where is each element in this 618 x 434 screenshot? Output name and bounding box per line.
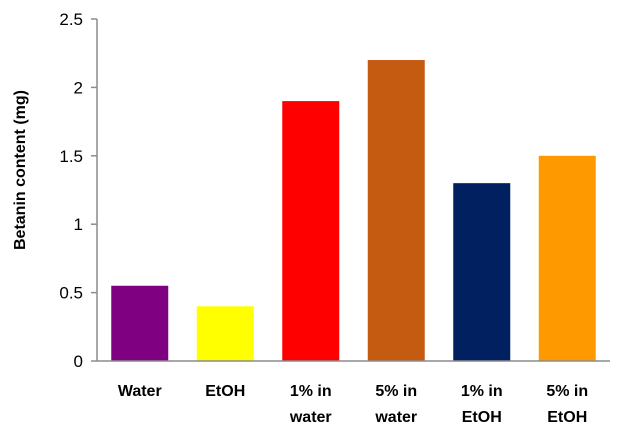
x-tick-label: 5% in <box>546 383 588 400</box>
x-tick-label: EtOH <box>205 383 245 400</box>
bar <box>453 183 511 361</box>
bar <box>367 60 425 361</box>
x-tick-label: 5% in <box>375 383 417 400</box>
bar <box>282 101 340 361</box>
bar <box>196 306 254 361</box>
y-axis-ticks: 0 0.5 1 1.5 2 2.5 <box>59 10 97 371</box>
x-tick-label: 1% in <box>461 383 503 400</box>
bars <box>111 60 596 361</box>
x-tick-label: 1% in <box>290 383 332 400</box>
y-axis-title: Betanin content (mg) <box>12 90 29 250</box>
x-tick-label: water <box>289 409 332 426</box>
bar <box>111 285 169 361</box>
y-tick-label: 1.5 <box>59 147 83 166</box>
y-tick-label: 0 <box>74 352 83 371</box>
y-tick-label: 1 <box>74 215 83 234</box>
y-tick-label: 2 <box>74 78 83 97</box>
x-axis-labels: Water EtOH 1% in water 5% in water 1% in EtOH 5%… <box>118 383 588 426</box>
y-tick-label: 0.5 <box>59 284 83 303</box>
bar <box>538 155 596 361</box>
y-tick-label: 2.5 <box>59 10 83 29</box>
x-tick-label: EtOH <box>462 409 502 426</box>
x-tick-label: water <box>374 409 417 426</box>
x-tick-label: EtOH <box>547 409 587 426</box>
x-tick-label: Water <box>118 383 162 400</box>
